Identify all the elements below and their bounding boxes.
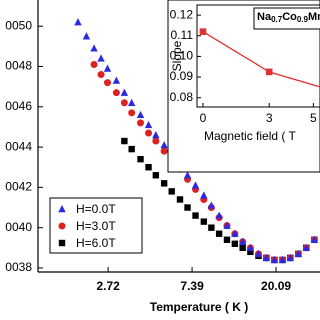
marker — [199, 28, 207, 35]
marker — [183, 171, 192, 179]
marker — [137, 119, 145, 127]
marker — [265, 68, 273, 76]
marker — [128, 109, 136, 117]
marker — [160, 141, 168, 149]
y-tick-label: 0.11 — [171, 28, 194, 42]
legend-label: H=3.0T — [76, 219, 116, 233]
inset-title-box — [253, 7, 320, 30]
marker — [231, 240, 239, 247]
marker — [112, 76, 121, 84]
marker — [112, 89, 120, 97]
y-tick-label: 0038 — [5, 260, 32, 274]
marker — [120, 88, 129, 96]
marker — [120, 99, 128, 107]
x-axis-label: Magnetic field ( T — [204, 129, 296, 143]
marker — [184, 204, 191, 211]
marker — [231, 229, 239, 237]
y-axis-label: Slope — [170, 40, 184, 71]
marker — [310, 235, 319, 243]
marker — [207, 201, 216, 209]
subscript: 0.7 — [271, 15, 283, 24]
marker — [262, 253, 271, 262]
marker — [223, 221, 231, 229]
marker — [200, 218, 208, 225]
y-tick-label: 0050 — [5, 18, 32, 32]
legend-label: H=0.0T — [76, 202, 116, 216]
marker — [192, 212, 199, 219]
marker — [136, 110, 145, 119]
marker — [286, 253, 294, 262]
marker — [247, 248, 254, 256]
y-tick-label: 0042 — [5, 180, 32, 194]
marker — [128, 145, 135, 153]
marker — [152, 137, 160, 145]
marker — [137, 155, 144, 163]
x-tick-label: 2.72 — [96, 279, 120, 293]
x-tick-label: 3 — [266, 111, 273, 125]
y-tick-label: 0.08 — [170, 90, 194, 104]
y-tick-label: 0.12 — [170, 7, 194, 21]
marker — [103, 64, 112, 72]
subscript: 0.9 — [297, 15, 309, 24]
marker — [82, 32, 91, 40]
marker — [208, 224, 215, 231]
x-tick-label: 20.09 — [261, 279, 291, 293]
marker — [200, 191, 208, 199]
legend-marker — [58, 222, 66, 230]
inset-title: Na0.7Co0.9Mn0.1 — [257, 11, 320, 24]
x-tick-label: 5 — [310, 111, 317, 125]
marker — [270, 255, 279, 264]
y-tick-label: 0048 — [5, 59, 32, 73]
marker — [215, 230, 223, 237]
marker — [294, 249, 303, 258]
inset-plot — [199, 28, 320, 88]
y-tick-label: 0046 — [5, 99, 32, 113]
marker — [302, 243, 311, 252]
marker — [254, 249, 263, 258]
x-axis-label: Temperature ( K ) — [150, 300, 248, 314]
legend-marker — [58, 239, 66, 247]
marker — [144, 120, 153, 129]
marker — [215, 211, 223, 219]
marker — [246, 243, 255, 252]
marker — [121, 137, 128, 145]
marker — [97, 54, 105, 62]
marker — [176, 196, 184, 203]
x-tick-label: 0 — [200, 111, 207, 125]
marker — [74, 18, 82, 26]
marker — [152, 172, 160, 179]
marker — [145, 129, 153, 137]
marker — [152, 130, 160, 139]
marker — [90, 44, 98, 52]
marker — [90, 60, 98, 68]
element: Mn — [308, 11, 320, 23]
element: Na — [257, 11, 272, 23]
y-tick-label: 0.09 — [170, 69, 194, 83]
marker — [168, 188, 175, 195]
y-tick-label: 0040 — [5, 220, 32, 234]
legend-label: H=6.0T — [76, 236, 116, 250]
marker — [191, 181, 200, 189]
marker — [238, 237, 247, 245]
y-tick-label: 0044 — [5, 139, 32, 153]
marker — [97, 71, 105, 79]
marker — [127, 98, 136, 106]
y-tick-label: 0.10 — [170, 49, 194, 63]
legend-marker — [58, 205, 66, 213]
marker — [278, 255, 287, 264]
marker — [160, 147, 168, 155]
marker — [160, 180, 168, 187]
x-tick-label: 7.39 — [180, 279, 204, 293]
element: Co — [282, 11, 297, 23]
marker — [104, 79, 112, 87]
marker — [239, 244, 246, 252]
legend-box — [49, 197, 143, 254]
marker — [145, 164, 152, 171]
marker — [223, 236, 231, 243]
